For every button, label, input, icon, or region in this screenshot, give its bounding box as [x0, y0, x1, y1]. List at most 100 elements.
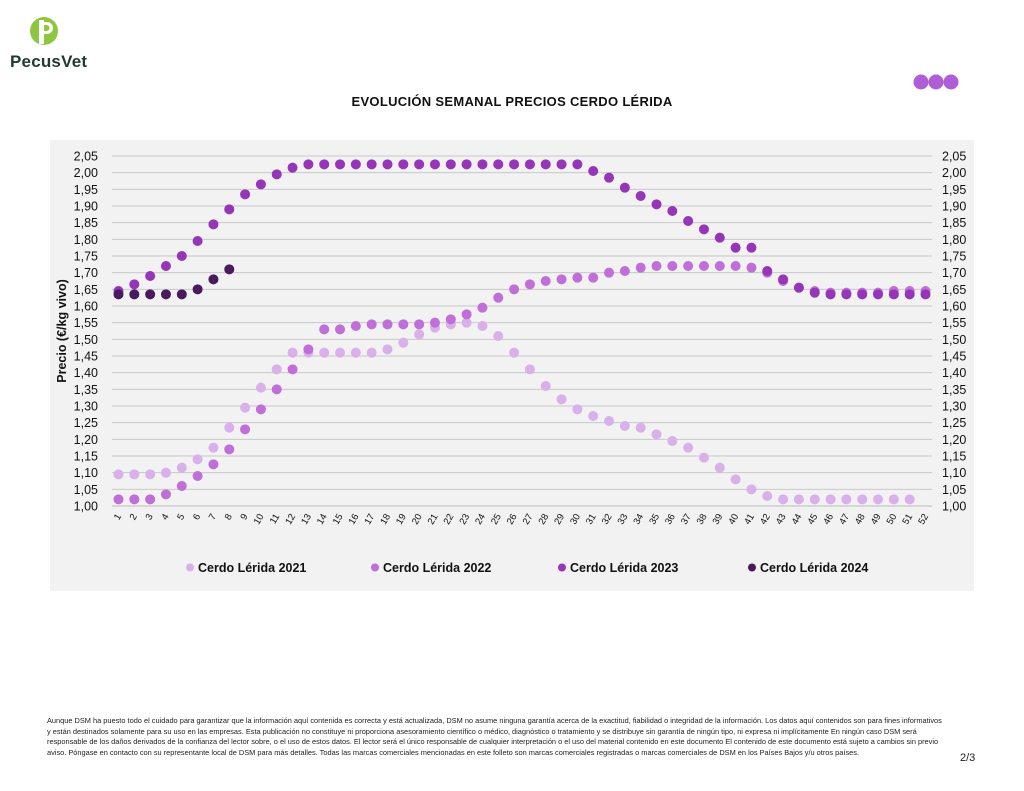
- data-point-3: [255, 179, 266, 190]
- data-point-1: [635, 422, 646, 433]
- y-tick-label-right: 1,50: [942, 333, 966, 347]
- data-point-1: [809, 494, 820, 505]
- y-tick-label-right: 1,80: [942, 233, 966, 247]
- x-tick-label: 50: [885, 512, 900, 527]
- x-tick-label: 40: [726, 512, 741, 527]
- x-tick-label: 27: [521, 512, 536, 527]
- data-point-1: [698, 452, 709, 463]
- data-point-2: [698, 261, 709, 271]
- data-point-3: [224, 204, 235, 215]
- data-point-2: [572, 272, 583, 283]
- data-point-4: [145, 289, 156, 300]
- x-tick-label: 29: [552, 512, 567, 527]
- data-point-1: [793, 494, 804, 505]
- data-point-2: [714, 261, 725, 271]
- data-point-1: [398, 337, 409, 348]
- data-point-1: [145, 469, 156, 480]
- data-point-3: [429, 159, 440, 170]
- y-tick-label-left: 1,05: [74, 483, 98, 497]
- legend: Cerdo Lérida 2021 Cerdo Lérida 2022 Cerdo …: [186, 561, 868, 575]
- x-tick-label: 9: [239, 512, 251, 522]
- logo-mark-icon: [30, 17, 58, 45]
- x-tick-label: 18: [378, 512, 393, 527]
- x-tick-label: 36: [663, 512, 678, 527]
- data-point-1: [556, 394, 567, 405]
- data-point-2: [414, 319, 425, 330]
- x-tick-label: 51: [900, 512, 915, 527]
- x-tick-label: 25: [489, 512, 504, 527]
- data-point-1: [904, 494, 915, 505]
- data-point-2: [635, 262, 646, 273]
- data-point-4: [113, 289, 124, 300]
- data-point-1: [667, 436, 678, 446]
- data-point-3: [303, 159, 314, 170]
- pecusvet-logo: PecusVet: [10, 16, 90, 74]
- legend-label: Cerdo Lérida 2022: [383, 561, 491, 575]
- x-tick-label: 38: [695, 512, 710, 527]
- x-tick-label: 11: [268, 512, 282, 526]
- y-tick-label-left: 1,70: [74, 266, 98, 280]
- data-point-1: [477, 321, 488, 331]
- x-tick-label: 39: [711, 512, 726, 527]
- data-point-2: [477, 302, 488, 313]
- y-tick-label-left: 1,35: [74, 383, 98, 397]
- data-point-2: [619, 266, 630, 276]
- y-tick-label-left: 1,45: [74, 350, 98, 364]
- data-point-3: [746, 242, 757, 253]
- y-tick-label-right: 1,95: [942, 183, 966, 197]
- data-point-3: [651, 199, 662, 210]
- data-point-2: [493, 292, 504, 303]
- data-point-1: [366, 347, 377, 358]
- data-point-2: [588, 272, 599, 283]
- x-tick-label: 49: [869, 512, 884, 527]
- data-point-1: [350, 347, 361, 358]
- data-point-3: [445, 159, 456, 170]
- disclaimer-text: Aunque DSM ha puesto todo el cuidado par…: [47, 716, 942, 757]
- data-point-2: [540, 276, 551, 286]
- data-point-1: [778, 494, 789, 505]
- x-tick-label: 52: [916, 512, 931, 527]
- x-tick-label: 44: [790, 512, 805, 527]
- y-tick-label-right: 1,10: [942, 466, 966, 480]
- x-tick-label: 37: [679, 512, 694, 527]
- data-point-2: [730, 261, 741, 271]
- data-point-2: [461, 309, 472, 320]
- data-point-1: [825, 494, 836, 505]
- data-point-3: [619, 182, 630, 193]
- data-point-3: [524, 159, 535, 170]
- x-tick-label: 1: [112, 512, 124, 522]
- data-point-1: [572, 404, 583, 415]
- data-point-3: [873, 289, 884, 300]
- data-point-2: [192, 471, 203, 481]
- data-point-4: [224, 264, 235, 275]
- x-tick-label: 4: [159, 512, 171, 522]
- data-point-1: [382, 344, 393, 355]
- y-tick-label-right: 1,05: [942, 483, 966, 497]
- data-point-2: [160, 489, 171, 500]
- data-point-2: [382, 319, 393, 330]
- y-tick-label-right: 1,60: [942, 300, 966, 314]
- data-point-4: [160, 289, 171, 300]
- data-point-3: [145, 271, 156, 281]
- data-point-1: [224, 422, 235, 433]
- data-point-2: [524, 279, 535, 290]
- x-tick-label: 15: [331, 512, 346, 527]
- legend-label: Cerdo Lérida 2023: [570, 561, 678, 575]
- x-tick-label: 23: [457, 512, 472, 527]
- data-point-2: [224, 444, 235, 455]
- data-point-1: [604, 416, 615, 426]
- x-tick-label: 30: [568, 512, 583, 527]
- data-point-2: [429, 317, 440, 328]
- legend-marker: [558, 563, 566, 572]
- x-tick-label: 10: [252, 512, 267, 527]
- data-point-2: [303, 344, 314, 355]
- x-tick-label: 33: [616, 512, 631, 527]
- data-point-3: [271, 169, 282, 180]
- data-point-1: [762, 491, 773, 501]
- x-tick-label: 14: [315, 512, 330, 527]
- data-point-3: [667, 206, 678, 216]
- data-point-3: [920, 289, 931, 300]
- x-tick-label: 47: [837, 512, 852, 527]
- data-point-3: [319, 159, 330, 170]
- data-point-3: [841, 289, 852, 300]
